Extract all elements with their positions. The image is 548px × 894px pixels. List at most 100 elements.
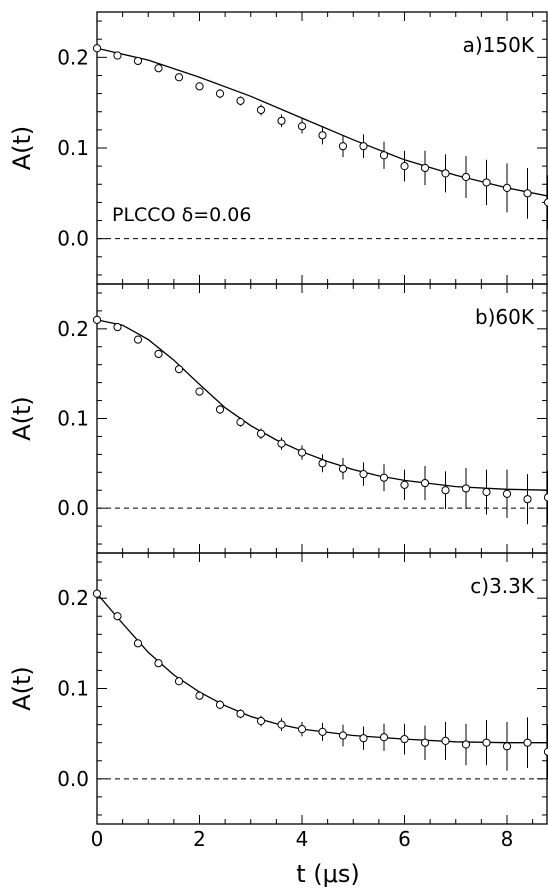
data-point [195,387,204,396]
y-axis-label: A(t) [8,396,36,441]
data-point [502,742,512,751]
data-point [461,484,471,493]
y-axis-label: A(t) [8,126,36,171]
data-point [359,469,368,479]
y-tick-label: 0.1 [57,407,89,431]
data-point [174,73,184,82]
y-tick-label: 0.0 [57,496,89,520]
panel-1: 0.0 0.1 0.2 A(t) a)150K [8,11,548,285]
x-tick-label: 4 [296,827,309,851]
x-tick-label: 0 [91,827,104,851]
data-point [318,131,327,140]
data-point [174,677,184,686]
data-point [318,459,327,468]
y-tick-label: 0.0 [57,767,89,791]
data-point [441,486,450,495]
data-point [236,96,245,105]
data-point [502,489,512,498]
data-point [359,142,368,151]
data-point [543,493,548,502]
data-point [133,56,143,66]
data-point [523,189,532,198]
data-point [133,639,143,648]
data-point [92,315,102,324]
data-point [256,716,266,726]
data-point [195,82,204,91]
data-point [400,734,409,744]
y-tick-label: 0.2 [57,586,89,610]
data-point [215,89,225,98]
y-tick-label: 0.1 [57,677,89,701]
data-point [543,198,548,207]
data-point [420,478,430,488]
panel-label: b)60K [475,305,535,329]
x-tick-label: 8 [501,827,514,851]
data-point [297,725,307,734]
x-axis-label: t (μs) [296,860,360,888]
y-tick-label: 0.1 [57,136,89,160]
y-axis-label: A(t) [8,666,36,711]
data-point [400,480,409,489]
data-point [379,733,389,742]
data-point [236,709,245,718]
panels: 0.00.10.2A(t)a)150K0.00.10.2A(t)b)60K0.0… [8,11,548,825]
data-point [318,727,327,736]
data-point [523,738,532,747]
data-point [113,612,122,621]
data-point [441,736,450,745]
data-point [543,747,548,756]
data-point [379,473,389,482]
panel-3: 0.0 0.1 0.2 A(t) c)3.3K [8,552,548,825]
data-point [420,738,430,747]
data-point [154,349,163,359]
data-point [277,116,286,125]
data-point [338,142,348,151]
panel-label: a)150K [463,33,535,57]
data-point [461,740,471,749]
data-point [482,178,491,187]
data-point [92,589,102,598]
data-point [113,51,122,60]
panel-annotation: PLCCO δ=0.06 [112,204,251,226]
x-axis-tick-labels: 0 2 4 6 8 [91,827,514,851]
data-point [92,44,102,53]
data-point [236,417,245,427]
data-point [379,151,389,160]
data-point [338,464,348,473]
x-tick-label: 2 [193,827,206,851]
panel-2: 0.0 0.1 0.2 A(t) b)60K [8,283,548,554]
data-point [441,169,450,178]
data-point [297,448,307,457]
data-point [154,659,163,668]
data-point [482,487,491,497]
data-point [133,335,143,344]
fit-curve [96,47,548,197]
data-point [523,495,532,504]
data-point [256,105,266,115]
data-point [338,731,348,740]
data-point [420,163,430,173]
data-point [215,405,225,414]
fit-curve [96,593,548,744]
data-point [277,720,286,729]
fit-curve [96,319,548,491]
data-point [277,439,286,448]
data-point [154,64,163,73]
data-point [359,734,368,743]
y-tick-label: 0.2 [57,45,89,69]
data-point [215,700,225,709]
y-tick-label: 0.2 [57,317,89,341]
data-point [400,162,409,171]
data-point [113,322,122,332]
data-point [461,172,471,182]
data-point [174,365,184,374]
y-tick-label: 0.0 [57,227,89,251]
data-point [297,122,307,131]
data-point [502,183,512,192]
data-point [482,738,491,747]
data-point [256,429,266,438]
panel-label: c)3.3K [470,574,535,598]
x-tick-label: 6 [398,827,411,851]
data-point [195,691,204,700]
